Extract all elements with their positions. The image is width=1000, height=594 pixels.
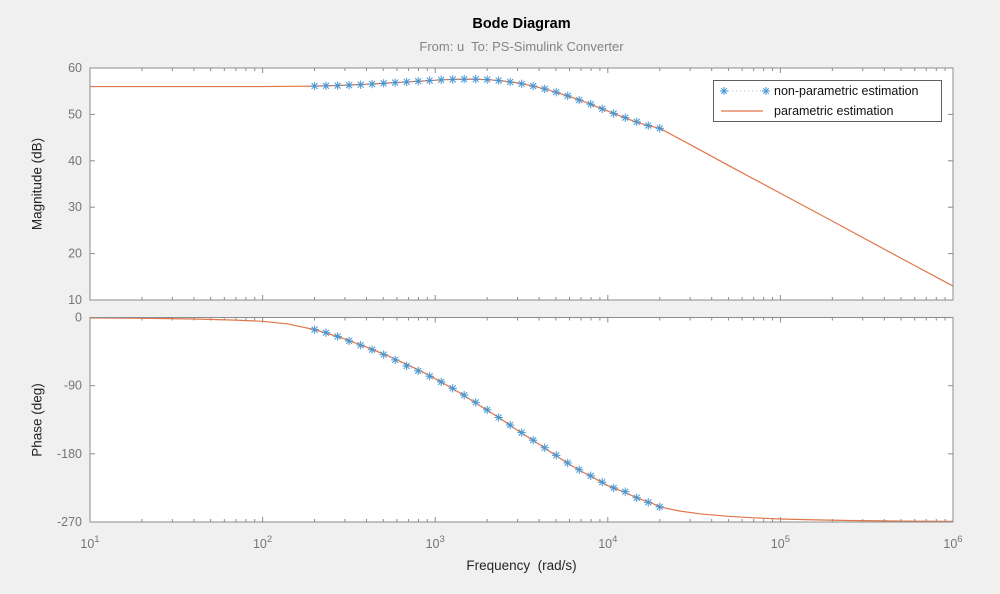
- y-tick-label: 60: [68, 61, 82, 75]
- chart-title: Bode Diagram: [472, 16, 571, 32]
- y-tick-label: -270: [57, 515, 82, 529]
- y-tick-label: 40: [68, 154, 82, 168]
- nonparametric-asterisk-markers: [310, 74, 664, 133]
- legend-item-parametric: parametric estimation: [717, 101, 941, 120]
- magnitude-axis-label: Magnitude (dB): [29, 137, 45, 231]
- legend-item-nonparametric: non-parametric estimation: [717, 82, 941, 101]
- legend[interactable]: non-parametric estimation parametric est…: [713, 80, 942, 122]
- solid-line-icon: [721, 110, 763, 112]
- chart-subtitle: From: u To: PS-Simulink Converter: [419, 39, 624, 54]
- x-tick-label: 104: [598, 534, 617, 551]
- y-tick-label: 50: [68, 107, 82, 121]
- y-tick-label: -90: [64, 379, 82, 393]
- phase-axes: 0 -90 -180 -270 101 102 103 104 105 106: [57, 311, 963, 552]
- x-tick-label: 105: [771, 534, 790, 551]
- phase-axis-label: Phase (deg): [29, 383, 45, 457]
- asterisk-dotted-line-icon: [720, 87, 770, 96]
- legend-label-parametric: parametric estimation: [774, 103, 894, 118]
- x-tick-label: 106: [943, 534, 962, 551]
- y-tick-label: -180: [57, 447, 82, 461]
- y-tick-label: 10: [68, 293, 82, 307]
- x-tick-label: 103: [426, 534, 445, 551]
- x-tick-label: 102: [253, 534, 272, 551]
- frequency-axis-label: Frequency (rad/s): [466, 558, 577, 573]
- axes-box: [89, 67, 954, 301]
- x-tick-label: 101: [80, 534, 99, 551]
- axes-box: [89, 317, 954, 523]
- y-tick-label: 30: [68, 200, 82, 214]
- legend-label-nonparametric: non-parametric estimation: [774, 84, 919, 99]
- nonparametric-asterisk-markers: [310, 325, 664, 512]
- y-tick-label: 20: [68, 247, 82, 261]
- y-tick-label: 0: [75, 311, 82, 325]
